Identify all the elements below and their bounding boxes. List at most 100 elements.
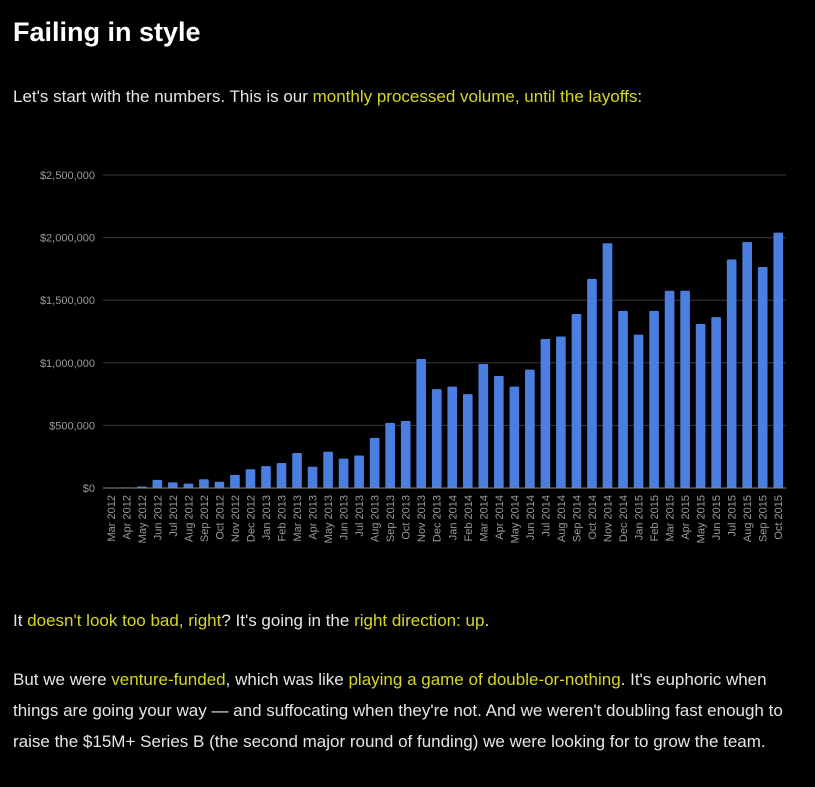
funding-text-1: But we were <box>13 670 112 689</box>
x-tick-label: Apr 2012 <box>121 495 133 540</box>
bar <box>307 466 318 488</box>
bar <box>261 466 271 488</box>
x-tick-label: Sep 2014 <box>571 495 583 542</box>
y-tick-label: $1,000,000 <box>40 358 95 370</box>
x-tick-label: Apr 2013 <box>308 495 320 540</box>
bar <box>680 290 690 488</box>
funding-text-2: , which was like <box>225 670 349 689</box>
x-tick-label: May 2013 <box>323 495 335 543</box>
bar <box>152 479 163 488</box>
bar <box>276 462 287 488</box>
x-tick-label: Mar 2013 <box>292 495 304 541</box>
reaction-paragraph: It doesn't look too bad, right? It's goi… <box>13 611 489 631</box>
intro-paragraph: Let's start with the numbers. This is ou… <box>13 87 642 107</box>
bar <box>618 310 628 488</box>
bars <box>105 232 784 489</box>
bar <box>525 369 535 488</box>
bar <box>292 452 302 488</box>
bar <box>369 437 380 488</box>
bar <box>183 483 194 488</box>
bar <box>354 455 364 488</box>
x-tick-label: Oct 2012 <box>214 495 226 540</box>
x-tick-label: Nov 2012 <box>230 495 242 542</box>
y-tick-label: $1,500,000 <box>40 295 95 307</box>
funding-highlight-2: playing a game of double-or-nothing <box>348 670 621 689</box>
funding-text-3: . It's euphoric when things are going yo… <box>13 670 783 751</box>
bar <box>757 267 768 488</box>
x-tick-label: Nov 2014 <box>602 495 614 542</box>
bar <box>478 364 489 488</box>
bar <box>323 451 333 488</box>
x-tick-label: Jun 2015 <box>711 495 723 540</box>
x-tick-label: Apr 2014 <box>494 495 506 540</box>
bar <box>447 386 458 488</box>
x-tick-label: Sep 2015 <box>758 495 770 542</box>
bar <box>400 421 411 488</box>
x-tick-label: Feb 2015 <box>649 495 661 541</box>
x-tick-label: Dec 2012 <box>245 495 257 542</box>
bar <box>695 323 706 488</box>
x-tick-label: Aug 2014 <box>556 495 568 542</box>
intro-highlight: monthly processed volume, until the layo… <box>312 87 638 106</box>
bar <box>168 482 178 488</box>
bar <box>431 389 442 488</box>
bar <box>711 317 721 488</box>
bar <box>571 313 582 488</box>
y-axis-labels: $0 $500,000 $1,000,000 $1,500,000 $2,000,000… <box>40 170 95 495</box>
reaction-text-2: ? It's going in the <box>221 611 355 630</box>
y-tick-label: $2,000,000 <box>40 233 95 245</box>
x-tick-label: Jul 2013 <box>354 495 366 537</box>
x-tick-label: May 2014 <box>509 495 521 543</box>
x-tick-label: Jun 2012 <box>152 495 164 540</box>
x-tick-label: Dec 2014 <box>618 495 630 542</box>
bar <box>664 290 675 488</box>
funding-highlight-1: venture-funded <box>111 670 226 689</box>
x-tick-label: Jul 2012 <box>168 495 180 537</box>
bar <box>602 243 613 488</box>
x-tick-label: Jul 2015 <box>727 495 739 537</box>
x-tick-label: Aug 2012 <box>183 495 195 542</box>
y-tick-label: $2,500,000 <box>40 170 95 182</box>
x-tick-label: Oct 2015 <box>773 495 785 540</box>
x-tick-label: Feb 2014 <box>463 495 475 541</box>
x-tick-label: Jul 2014 <box>540 495 552 537</box>
bar <box>773 232 784 488</box>
x-tick-label: Mar 2014 <box>478 495 490 541</box>
x-tick-label: Feb 2013 <box>277 495 289 541</box>
bar <box>540 339 551 488</box>
bar <box>556 336 566 488</box>
x-tick-label: Apr 2015 <box>680 495 692 540</box>
x-tick-label: Aug 2013 <box>370 495 382 542</box>
reaction-text-1: It <box>13 611 28 630</box>
x-tick-label: Mar 2015 <box>665 495 677 541</box>
reaction-highlight-2: right direction: up <box>354 611 485 630</box>
intro-text: Let's start with the numbers. This is ou… <box>13 87 313 106</box>
bar <box>742 241 753 488</box>
bar <box>587 278 597 488</box>
x-axis-labels: Mar 2012 Apr 2012 May 2012 Jun 2012 Jul 2012… <box>106 495 785 543</box>
page-title: Failing in style <box>13 17 201 47</box>
bar <box>633 334 644 488</box>
y-tick-label: $500,000 <box>49 420 95 432</box>
x-tick-label: Nov 2013 <box>416 495 428 542</box>
y-tick-label: $0 <box>83 483 95 495</box>
bar <box>245 469 256 488</box>
bar <box>199 479 209 488</box>
bar <box>726 259 737 488</box>
bar <box>214 481 225 488</box>
x-tick-label: Aug 2015 <box>742 495 754 542</box>
volume-bar-chart: $0 $500,000 $1,000,000 $1,500,000 $2,000,000… <box>40 170 786 543</box>
bar <box>509 386 520 488</box>
x-tick-label: Jan 2013 <box>261 495 273 540</box>
x-tick-label: Oct 2014 <box>587 495 599 540</box>
funding-paragraph: But we were venture-funded, which was li… <box>13 664 803 757</box>
reaction-text-3: . <box>484 611 490 630</box>
bar <box>385 422 395 488</box>
x-tick-label: Sep 2013 <box>385 495 397 542</box>
x-tick-label: Sep 2012 <box>199 495 211 542</box>
x-tick-label: Jan 2015 <box>634 495 646 540</box>
bar <box>416 359 427 488</box>
bar <box>494 375 504 488</box>
x-tick-label: Dec 2013 <box>432 495 444 542</box>
x-tick-label: Jun 2013 <box>339 495 351 540</box>
